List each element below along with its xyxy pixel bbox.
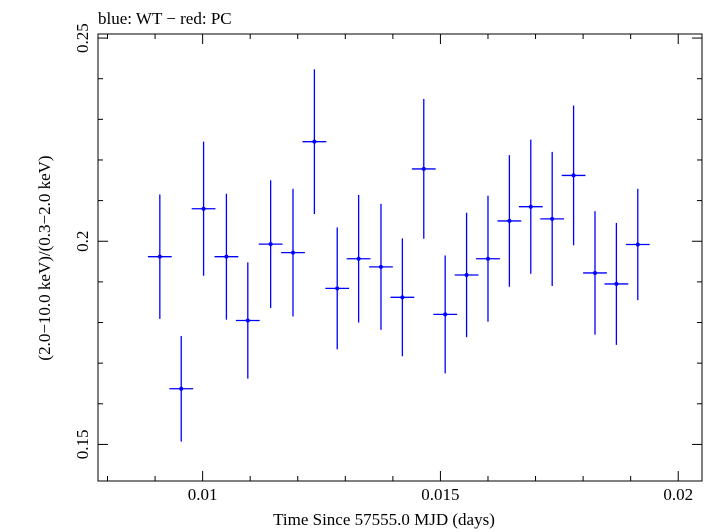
point-marker (290, 250, 295, 255)
data-point (346, 194, 371, 323)
point-marker (356, 256, 361, 261)
point-marker (592, 270, 597, 275)
data-point (191, 141, 216, 276)
point-marker (443, 312, 448, 317)
data-point (325, 227, 350, 350)
plot-frame (97, 33, 703, 482)
y-tick-label: 0.15 (73, 430, 92, 460)
x-tick-label: 0.02 (663, 485, 693, 504)
x-tick-label: 0.015 (421, 485, 459, 504)
data-point (169, 335, 194, 442)
data-point (604, 222, 629, 345)
point-marker (400, 295, 405, 300)
data-point (433, 255, 458, 374)
x-axis-label: Time Since 57555.0 MJD (days) (273, 510, 495, 529)
tick-labels: 0.01 0.015 0.02 0.15 0.2 0.25 (73, 23, 693, 504)
point-marker (335, 286, 340, 291)
y-tick-label: 0.25 (73, 23, 92, 53)
data-point (518, 139, 543, 274)
x-tick-label: 0.01 (188, 485, 218, 504)
data-point (390, 238, 415, 357)
axis-ticks (98, 34, 702, 481)
point-marker (507, 218, 512, 223)
data-point (497, 155, 522, 287)
data-point (454, 212, 479, 338)
data-point (476, 195, 500, 322)
data-point (625, 188, 650, 301)
data-point (258, 180, 283, 308)
point-marker (312, 139, 317, 144)
point-marker (614, 281, 619, 286)
point-marker (201, 206, 206, 211)
data-point (302, 69, 327, 215)
point-marker (421, 166, 426, 171)
point-marker (378, 264, 383, 269)
data-point (235, 262, 260, 379)
data-point (369, 203, 393, 330)
point-marker (550, 216, 555, 221)
y-axis-label: (2.0−10.0 keV)/(0.3−2.0 keV) (35, 155, 54, 360)
data-point (583, 211, 607, 335)
point-marker (268, 242, 273, 247)
point-marker (179, 386, 184, 391)
data-point (214, 193, 239, 320)
chart-title: blue: WT − red: PC (98, 9, 232, 28)
point-marker (571, 173, 576, 178)
y-tick-label: 0.2 (73, 231, 92, 252)
data-points (147, 69, 650, 442)
data-point (411, 99, 436, 239)
point-marker (245, 318, 250, 323)
data-point (561, 105, 586, 246)
data-point (540, 151, 565, 286)
point-marker (485, 256, 490, 261)
point-marker (528, 204, 533, 209)
point-marker (224, 254, 229, 259)
point-marker (635, 242, 640, 247)
data-point (147, 194, 172, 319)
point-marker (464, 272, 469, 277)
point-marker (157, 254, 162, 259)
data-point (281, 188, 305, 317)
